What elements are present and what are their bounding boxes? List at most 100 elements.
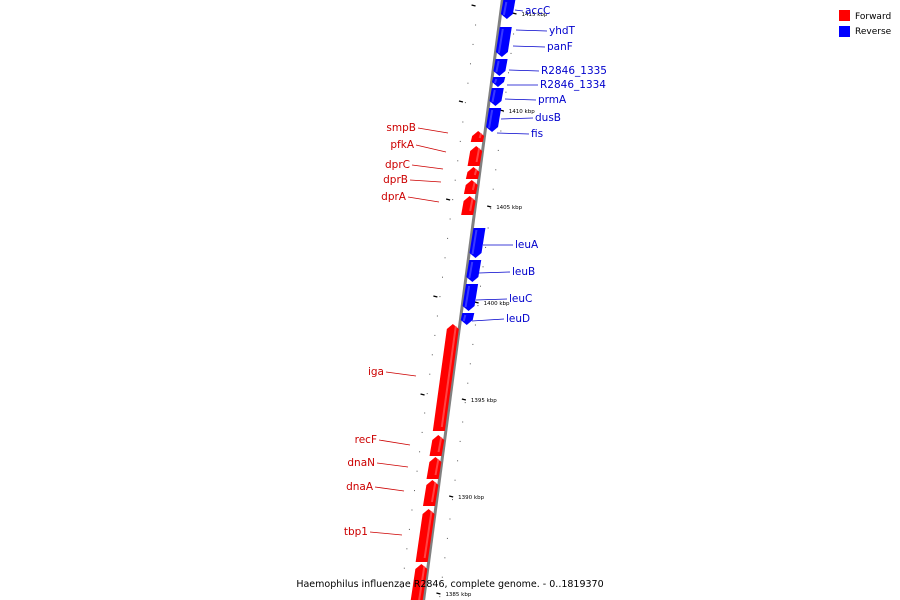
gene-smpB[interactable] <box>470 131 485 142</box>
gene-iga[interactable] <box>432 324 459 431</box>
legend-reverse-swatch <box>839 26 850 37</box>
leader-line <box>415 144 447 153</box>
leader-line <box>374 486 405 492</box>
position-tick-label: 1410 kbp <box>509 109 535 115</box>
leader-line <box>417 127 449 134</box>
leader-line <box>500 117 534 120</box>
position-tick <box>445 198 451 201</box>
position-tick <box>474 301 479 304</box>
gene-label-dusB[interactable]: dusB <box>535 112 561 124</box>
gene-label-accC[interactable]: accC <box>525 5 550 17</box>
gene-highlight <box>468 261 474 279</box>
gene-highlight <box>475 147 481 163</box>
gene-label-R2846_1335[interactable]: R2846_1335 <box>541 65 607 77</box>
genome-backbone <box>422 0 504 600</box>
leader-line <box>369 531 403 536</box>
gene-highlight <box>434 458 440 476</box>
gene-label-leuC[interactable]: leuC <box>509 293 532 305</box>
gene-R2846_1335[interactable] <box>493 59 508 76</box>
leader-line <box>514 9 524 12</box>
map-caption: Haemophilus influenzae R2846, complete g… <box>296 579 603 590</box>
position-tick <box>436 592 441 595</box>
legend: Forward Reverse <box>839 10 892 37</box>
position-tick <box>448 495 454 498</box>
position-tick <box>433 295 438 298</box>
position-tick <box>420 393 425 396</box>
gene-label-R2846_1334[interactable]: R2846_1334 <box>540 79 606 91</box>
position-tick <box>471 4 476 7</box>
leader-line <box>475 298 508 301</box>
gene-highlight <box>418 565 426 600</box>
leader-line <box>496 132 530 135</box>
gene-highlight <box>464 285 471 308</box>
gene-label-leuA[interactable]: leuA <box>515 239 539 251</box>
gene-label-iga[interactable]: iga <box>368 366 384 378</box>
gene-highlight <box>430 481 437 503</box>
gene-label-dnaA[interactable]: dnaA <box>346 481 374 493</box>
position-tick <box>512 12 517 15</box>
gene-label-dprA[interactable]: dprA <box>381 191 407 203</box>
gene-highlight <box>440 325 457 428</box>
leader-line <box>385 371 417 377</box>
gene-highlight <box>423 510 433 559</box>
gene-label-yhdT[interactable]: yhdT <box>549 25 576 37</box>
position-tick-label: 1390 kbp <box>458 495 484 501</box>
gene-highlight <box>462 314 467 322</box>
gene-highlight <box>437 436 443 453</box>
gene-highlight <box>469 197 474 212</box>
gene-label-panF[interactable]: panF <box>547 41 573 53</box>
legend-forward-swatch <box>839 10 850 21</box>
leader-line <box>407 196 440 203</box>
gene-highlight <box>495 60 500 73</box>
backbone-layer <box>422 0 504 600</box>
gene-labels: accC yhdT panF R2846_1335 R2846_1334 prmA dusB… <box>344 5 607 538</box>
leader-line <box>409 179 442 183</box>
gene-label-dprC[interactable]: dprC <box>385 159 410 171</box>
gene-label-leuD[interactable]: leuD <box>506 313 530 325</box>
gene-label-prmA[interactable]: prmA <box>538 94 567 106</box>
gene-highlight <box>471 229 478 255</box>
leader-line <box>508 69 540 72</box>
position-tick <box>461 398 467 401</box>
leader-line <box>411 164 444 170</box>
leader-line <box>512 45 546 48</box>
gene-prmA[interactable] <box>489 88 504 106</box>
position-tick-label: 1400 kbp <box>484 301 510 307</box>
gene-R2846_1334[interactable] <box>491 77 506 87</box>
gene-highlight <box>491 89 496 103</box>
gene-highlight <box>473 168 478 176</box>
gene-label-leuB[interactable]: leuB <box>512 266 535 278</box>
gene-highlight <box>471 181 476 191</box>
gene-dprC[interactable] <box>465 167 480 179</box>
position-tick-label: 1385 kbp <box>445 592 471 598</box>
leader-line <box>504 98 537 101</box>
gene-label-dprB[interactable]: dprB <box>383 174 408 186</box>
gene-label-tbp1[interactable]: tbp1 <box>344 526 368 538</box>
gene-label-pfkA[interactable]: pfkA <box>390 139 414 151</box>
leader-line <box>378 439 411 446</box>
gene-accC[interactable] <box>500 0 516 19</box>
position-tick-label: 1395 kbp <box>471 398 497 404</box>
leader-line <box>515 29 548 32</box>
legend-forward-label: Forward <box>855 12 891 22</box>
gene-highlight <box>493 78 498 84</box>
leader-line <box>471 318 505 322</box>
leader-line <box>376 462 409 468</box>
legend-reverse-label: Reverse <box>855 27 892 37</box>
gene-highlight <box>488 109 494 129</box>
gene-label-smpB[interactable]: smpB <box>386 122 416 134</box>
gene-label-recF[interactable]: recF <box>355 434 377 446</box>
gene-highlight <box>478 132 483 139</box>
gene-dprB[interactable] <box>463 180 478 194</box>
position-tick <box>458 100 464 103</box>
gene-label-fis[interactable]: fis <box>531 128 543 140</box>
position-tick-label: 1405 kbp <box>496 205 522 211</box>
gene-highlight <box>502 1 508 16</box>
gene-leuD[interactable] <box>460 313 475 325</box>
position-tick-label: 1415 kbp <box>522 12 548 18</box>
leader-line <box>478 271 511 274</box>
ticks-layer: 1415 kbp 1410 kbp 1405 kbp 1400 kbp 1395 kbp… <box>401 4 548 598</box>
gene-label-dnaN[interactable]: dnaN <box>347 457 375 469</box>
gene-highlight <box>497 28 504 54</box>
